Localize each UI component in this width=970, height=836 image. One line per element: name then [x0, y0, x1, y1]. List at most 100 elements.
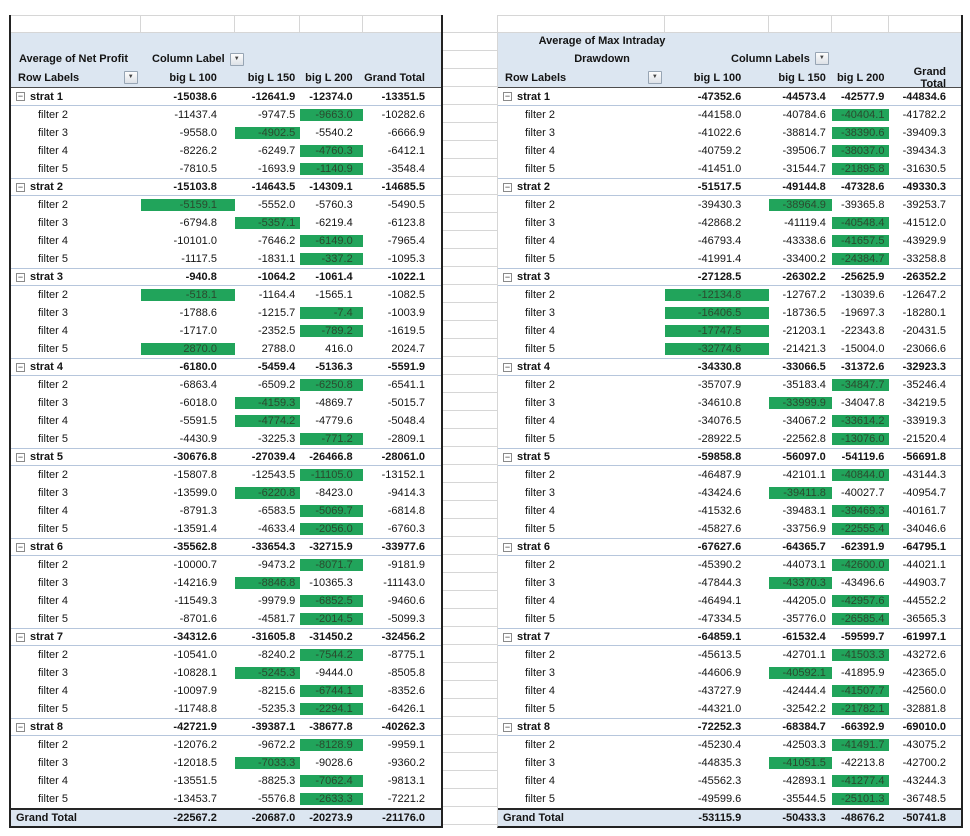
data-row: filter 2 -10541.0 -8240.2 -7544.2 -8775.1	[11, 646, 441, 664]
data-row: filter 5 -45827.6 -33756.9 -22555.4 -34046.6	[498, 520, 961, 538]
value-cell: -1788.6	[179, 307, 217, 319]
value-cell: -39253.7	[902, 199, 947, 211]
row-label: filter 3	[525, 397, 555, 409]
value-cell: -13351.5	[381, 90, 425, 103]
data-row: filter 3 -10828.1 -5245.3 -9444.0 -8505.8	[11, 664, 441, 682]
collapse-icon[interactable]: −	[16, 181, 25, 192]
collapse-icon[interactable]: −	[16, 451, 25, 462]
data-row: filter 3 -34610.8 -33999.9 -34047.8 -34219.5	[498, 394, 961, 412]
collapse-icon[interactable]: −	[16, 721, 25, 732]
value-cell: -11549.3	[174, 595, 217, 607]
collapse-icon[interactable]: −	[503, 271, 512, 282]
value-cell: -32542.2	[782, 703, 826, 715]
data-row: filter 5 -47334.5 -35776.0 -26585.4 -36565.3	[498, 610, 961, 628]
value-cell: -54119.6	[841, 451, 885, 463]
value-cell: -43424.6	[697, 487, 742, 499]
collapse-icon[interactable]: −	[503, 361, 512, 372]
collapse-icon[interactable]: −	[503, 631, 512, 642]
value-cell: -43144.3	[902, 469, 947, 481]
value-cell: -30676.8	[173, 451, 217, 463]
value-cell: -42365.0	[902, 667, 947, 679]
column-labels-dropdown[interactable]: ▼	[814, 52, 829, 66]
value-cell: -5099.3	[387, 613, 425, 625]
collapse-icon[interactable]: −	[503, 541, 512, 552]
value-cell: -10097.9	[173, 685, 217, 697]
data-row: filter 3 -14216.9 -8846.8 -10365.3 -11143.0	[11, 574, 441, 592]
data-row: filter 2 -15807.8 -12543.5 -11105.0 -13152.1	[11, 466, 441, 484]
value-cell: -13599.0	[173, 487, 217, 499]
row-labels-dropdown[interactable]: ▼	[647, 71, 662, 84]
group-row-strat-2: − strat 2 -51517.5 -49144.8 -47328.6 -49330.3	[498, 178, 961, 196]
collapse-icon[interactable]: −	[503, 91, 512, 101]
value-cell: -1082.5	[387, 289, 425, 301]
value-cell: -10365.3	[309, 577, 353, 589]
value-cell: -44606.9	[697, 667, 742, 679]
value-cell: -31605.8	[251, 631, 296, 643]
row-label: filter 4	[525, 415, 555, 427]
value-cell: -42577.9	[840, 90, 885, 103]
grid-cell	[889, 16, 961, 32]
value-cell: -62391.9	[840, 541, 885, 553]
value-cell: -31450.2	[309, 631, 353, 643]
value-cell: -9747.5	[257, 109, 296, 121]
row-label: filter 2	[525, 739, 555, 751]
value-cell: -9979.9	[257, 595, 296, 607]
value-cell: -12767.2	[782, 289, 826, 301]
value-cell: -8791.3	[179, 505, 217, 517]
collapse-icon[interactable]: −	[16, 271, 25, 282]
data-row: filter 2 -10000.7 -9473.2 -8071.7 -9181.9	[11, 556, 441, 574]
value-cell: -46494.1	[697, 595, 742, 607]
pivot-body: − strat 1 -47352.6 -44573.4 -42577.9 -44834.6…	[498, 88, 961, 826]
collapse-icon[interactable]: −	[503, 181, 512, 192]
value-cell: -35544.5	[782, 793, 826, 805]
value-cell: -7033.3	[234, 757, 301, 769]
value-cell: -38390.6	[831, 127, 890, 139]
value-cell: -67627.6	[697, 541, 742, 553]
data-row: filter 5 -32774.6 -21421.3 -15004.0 -23066.6	[498, 340, 961, 358]
value-cell: -7062.4	[300, 775, 363, 787]
value-cell: -15807.8	[173, 469, 217, 481]
pivot-columnlabels-row: Average of Net Profit Column Label ▼	[11, 50, 441, 69]
value-cell: -27039.4	[251, 451, 296, 463]
value-cell: -6412.1	[387, 145, 425, 157]
value-cell: -6852.5	[300, 595, 363, 607]
value-cell: -22343.8	[841, 325, 885, 337]
data-row: filter 4 -10097.9 -8215.6 -6744.1 -8352.6	[11, 682, 441, 700]
collapse-icon[interactable]: −	[503, 721, 512, 732]
data-row: filter 2 -12134.8 -12767.2 -13039.6 -12647.2	[498, 286, 961, 304]
value-cell: -32923.3	[902, 361, 946, 373]
value-cell: -7965.4	[387, 235, 425, 247]
value-cell: -35246.4	[902, 379, 947, 391]
collapse-icon[interactable]: −	[503, 451, 512, 462]
value-cell: -40262.3	[381, 721, 425, 733]
row-label: filter 3	[38, 217, 68, 229]
pivot-title: Drawdown	[574, 52, 630, 65]
value-cell: -50741.8	[902, 812, 946, 824]
value-cell: -6149.0	[300, 235, 363, 247]
value-cell: -5048.4	[387, 415, 425, 427]
value-cell: -6249.7	[257, 145, 296, 157]
value-cell: -1693.9	[257, 163, 296, 175]
collapse-icon[interactable]: −	[16, 631, 25, 642]
column-header-big-l-100: big L 100	[693, 71, 742, 84]
collapse-icon[interactable]: −	[16, 361, 25, 372]
column-labels-dropdown[interactable]: ▼	[229, 52, 244, 66]
collapse-icon[interactable]: −	[16, 91, 25, 101]
row-label: filter 2	[38, 739, 68, 751]
value-cell: -32715.9	[309, 541, 353, 553]
value-cell: -66392.9	[840, 721, 885, 733]
value-cell: -33066.5	[782, 361, 826, 373]
row-labels-dropdown[interactable]: ▼	[123, 71, 138, 85]
value-cell: -17747.5	[664, 325, 770, 337]
value-cell: -42893.1	[782, 775, 826, 787]
value-cell: 2024.7	[391, 343, 425, 355]
group-row-strat-2: − strat 2 -15103.8 -14643.5 -14309.1 -14685.5	[11, 178, 441, 196]
value-cell: -6744.1	[300, 685, 363, 697]
value-cell: -9360.2	[387, 757, 425, 769]
value-cell: -47352.6	[697, 90, 742, 103]
row-label: filter 2	[525, 289, 555, 301]
value-cell: -25101.3	[831, 793, 890, 805]
row-label: filter 2	[38, 109, 68, 121]
grand-total-label: Grand Total	[503, 812, 564, 824]
collapse-icon[interactable]: −	[16, 541, 25, 552]
